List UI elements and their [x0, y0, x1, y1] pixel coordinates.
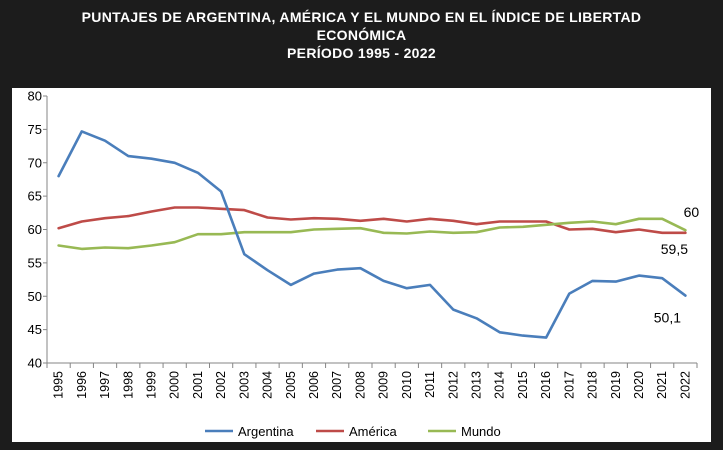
x-tick-label: 2013 [469, 371, 483, 399]
legend-entry: Argentina [238, 424, 294, 439]
x-tick-label: 2022 [678, 371, 692, 399]
x-tick-label: 2006 [307, 371, 321, 399]
x-tick-label: 2014 [493, 371, 507, 399]
y-tick-label: 75 [28, 122, 42, 137]
x-tick-label: 2019 [609, 371, 623, 399]
x-tick-label: 2001 [191, 371, 205, 399]
y-axis-ticks: 40 45 50 55 60 65 70 75 80 [28, 89, 47, 371]
x-tick-label: 1999 [144, 371, 158, 399]
chart-title-line-2: ECONÓMICA [316, 27, 407, 43]
x-tick-label: 2020 [632, 371, 646, 399]
series-line-mundo [57, 217, 687, 251]
data-label-america: 59,5 [661, 241, 688, 257]
x-tick-label: 2009 [377, 371, 391, 399]
chart-title-line-1: PUNTAJES DE ARGENTINA, AMÉRICA Y EL MUND… [81, 9, 642, 25]
x-tick-label: 1995 [52, 371, 66, 399]
chart-legend: Argentina América Mundo [205, 424, 501, 439]
legend-entry: América [349, 424, 397, 439]
data-label-mundo: 60 [684, 204, 700, 220]
x-tick-label: 2004 [261, 371, 275, 399]
series-line-america [57, 206, 687, 235]
x-tick-label: 1996 [75, 371, 89, 399]
x-tick-label: 2021 [655, 371, 669, 399]
chart-subtitle-period: PERÍODO 1995 - 2022 [287, 45, 436, 61]
value-annotations: 60 59,5 50,1 [654, 204, 700, 325]
x-tick-label: 2017 [562, 371, 576, 399]
x-tick-label: 2015 [516, 371, 530, 399]
x-tick-label: 2016 [539, 371, 553, 399]
x-tick-label: 2008 [353, 371, 367, 399]
x-tick-label: 2005 [284, 371, 298, 399]
x-tick-label: 2003 [237, 371, 251, 399]
series-lines [57, 130, 687, 339]
y-tick-label: 60 [28, 222, 42, 237]
x-tick-label: 2018 [586, 371, 600, 399]
x-tick-label: 2007 [330, 371, 344, 399]
y-tick-label: 55 [28, 255, 42, 270]
y-tick-label: 80 [28, 89, 42, 104]
chart-title-block: PUNTAJES DE ARGENTINA, AMÉRICA Y EL MUND… [0, 0, 723, 88]
data-label-argentina: 50,1 [654, 310, 681, 326]
legend-entry: Mundo [461, 424, 501, 439]
x-tick-label: 2012 [446, 371, 460, 399]
x-tick-label: 2010 [400, 371, 414, 399]
y-tick-label: 65 [28, 189, 42, 204]
x-tick-label: 2011 [423, 371, 437, 398]
x-tick-label: 1998 [121, 371, 135, 399]
series-line-argentina [57, 130, 687, 339]
chart-panel [12, 88, 711, 442]
x-tick-label: 1997 [98, 371, 112, 399]
y-tick-label: 40 [28, 356, 42, 371]
y-tick-label: 45 [28, 322, 42, 337]
y-tick-label: 70 [28, 155, 42, 170]
y-tick-label: 50 [28, 289, 42, 304]
x-tick-label: 2002 [214, 371, 228, 399]
x-axis-ticks: 1995 1996 1997 1998 1999 2000 2001 2002 2003 2004… [46, 363, 698, 399]
x-tick-label: 2000 [168, 371, 182, 399]
